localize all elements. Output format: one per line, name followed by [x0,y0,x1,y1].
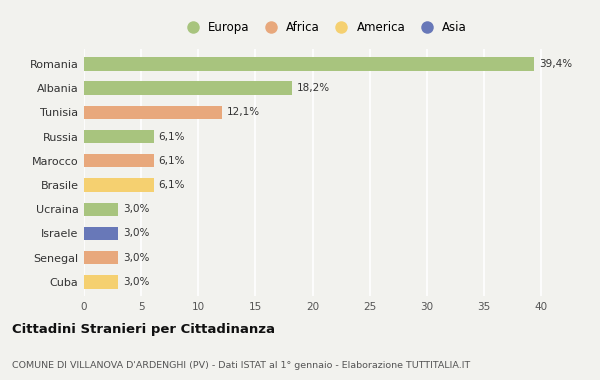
Text: 6,1%: 6,1% [158,131,185,142]
Bar [84,154,154,168]
Bar [84,178,154,192]
Text: COMUNE DI VILLANOVA D'ARDENGHI (PV) - Dati ISTAT al 1° gennaio - Elaborazione TU: COMUNE DI VILLANOVA D'ARDENGHI (PV) - Da… [12,361,470,370]
Text: 3,0%: 3,0% [123,253,149,263]
Text: 12,1%: 12,1% [227,108,260,117]
Text: 18,2%: 18,2% [296,83,329,93]
Bar [84,81,292,95]
Text: 39,4%: 39,4% [539,59,572,69]
Bar [84,251,118,264]
Bar [84,130,154,143]
Text: Cittadini Stranieri per Cittadinanza: Cittadini Stranieri per Cittadinanza [12,323,275,336]
Bar [84,275,118,288]
Bar [84,106,222,119]
Text: 3,0%: 3,0% [123,277,149,287]
Text: 6,1%: 6,1% [158,156,185,166]
Bar [84,227,118,240]
Bar [84,57,534,71]
Text: 3,0%: 3,0% [123,204,149,214]
Text: 3,0%: 3,0% [123,228,149,238]
Legend: Europa, Africa, America, Asia: Europa, Africa, America, Asia [181,21,467,34]
Text: 6,1%: 6,1% [158,180,185,190]
Bar [84,203,118,216]
